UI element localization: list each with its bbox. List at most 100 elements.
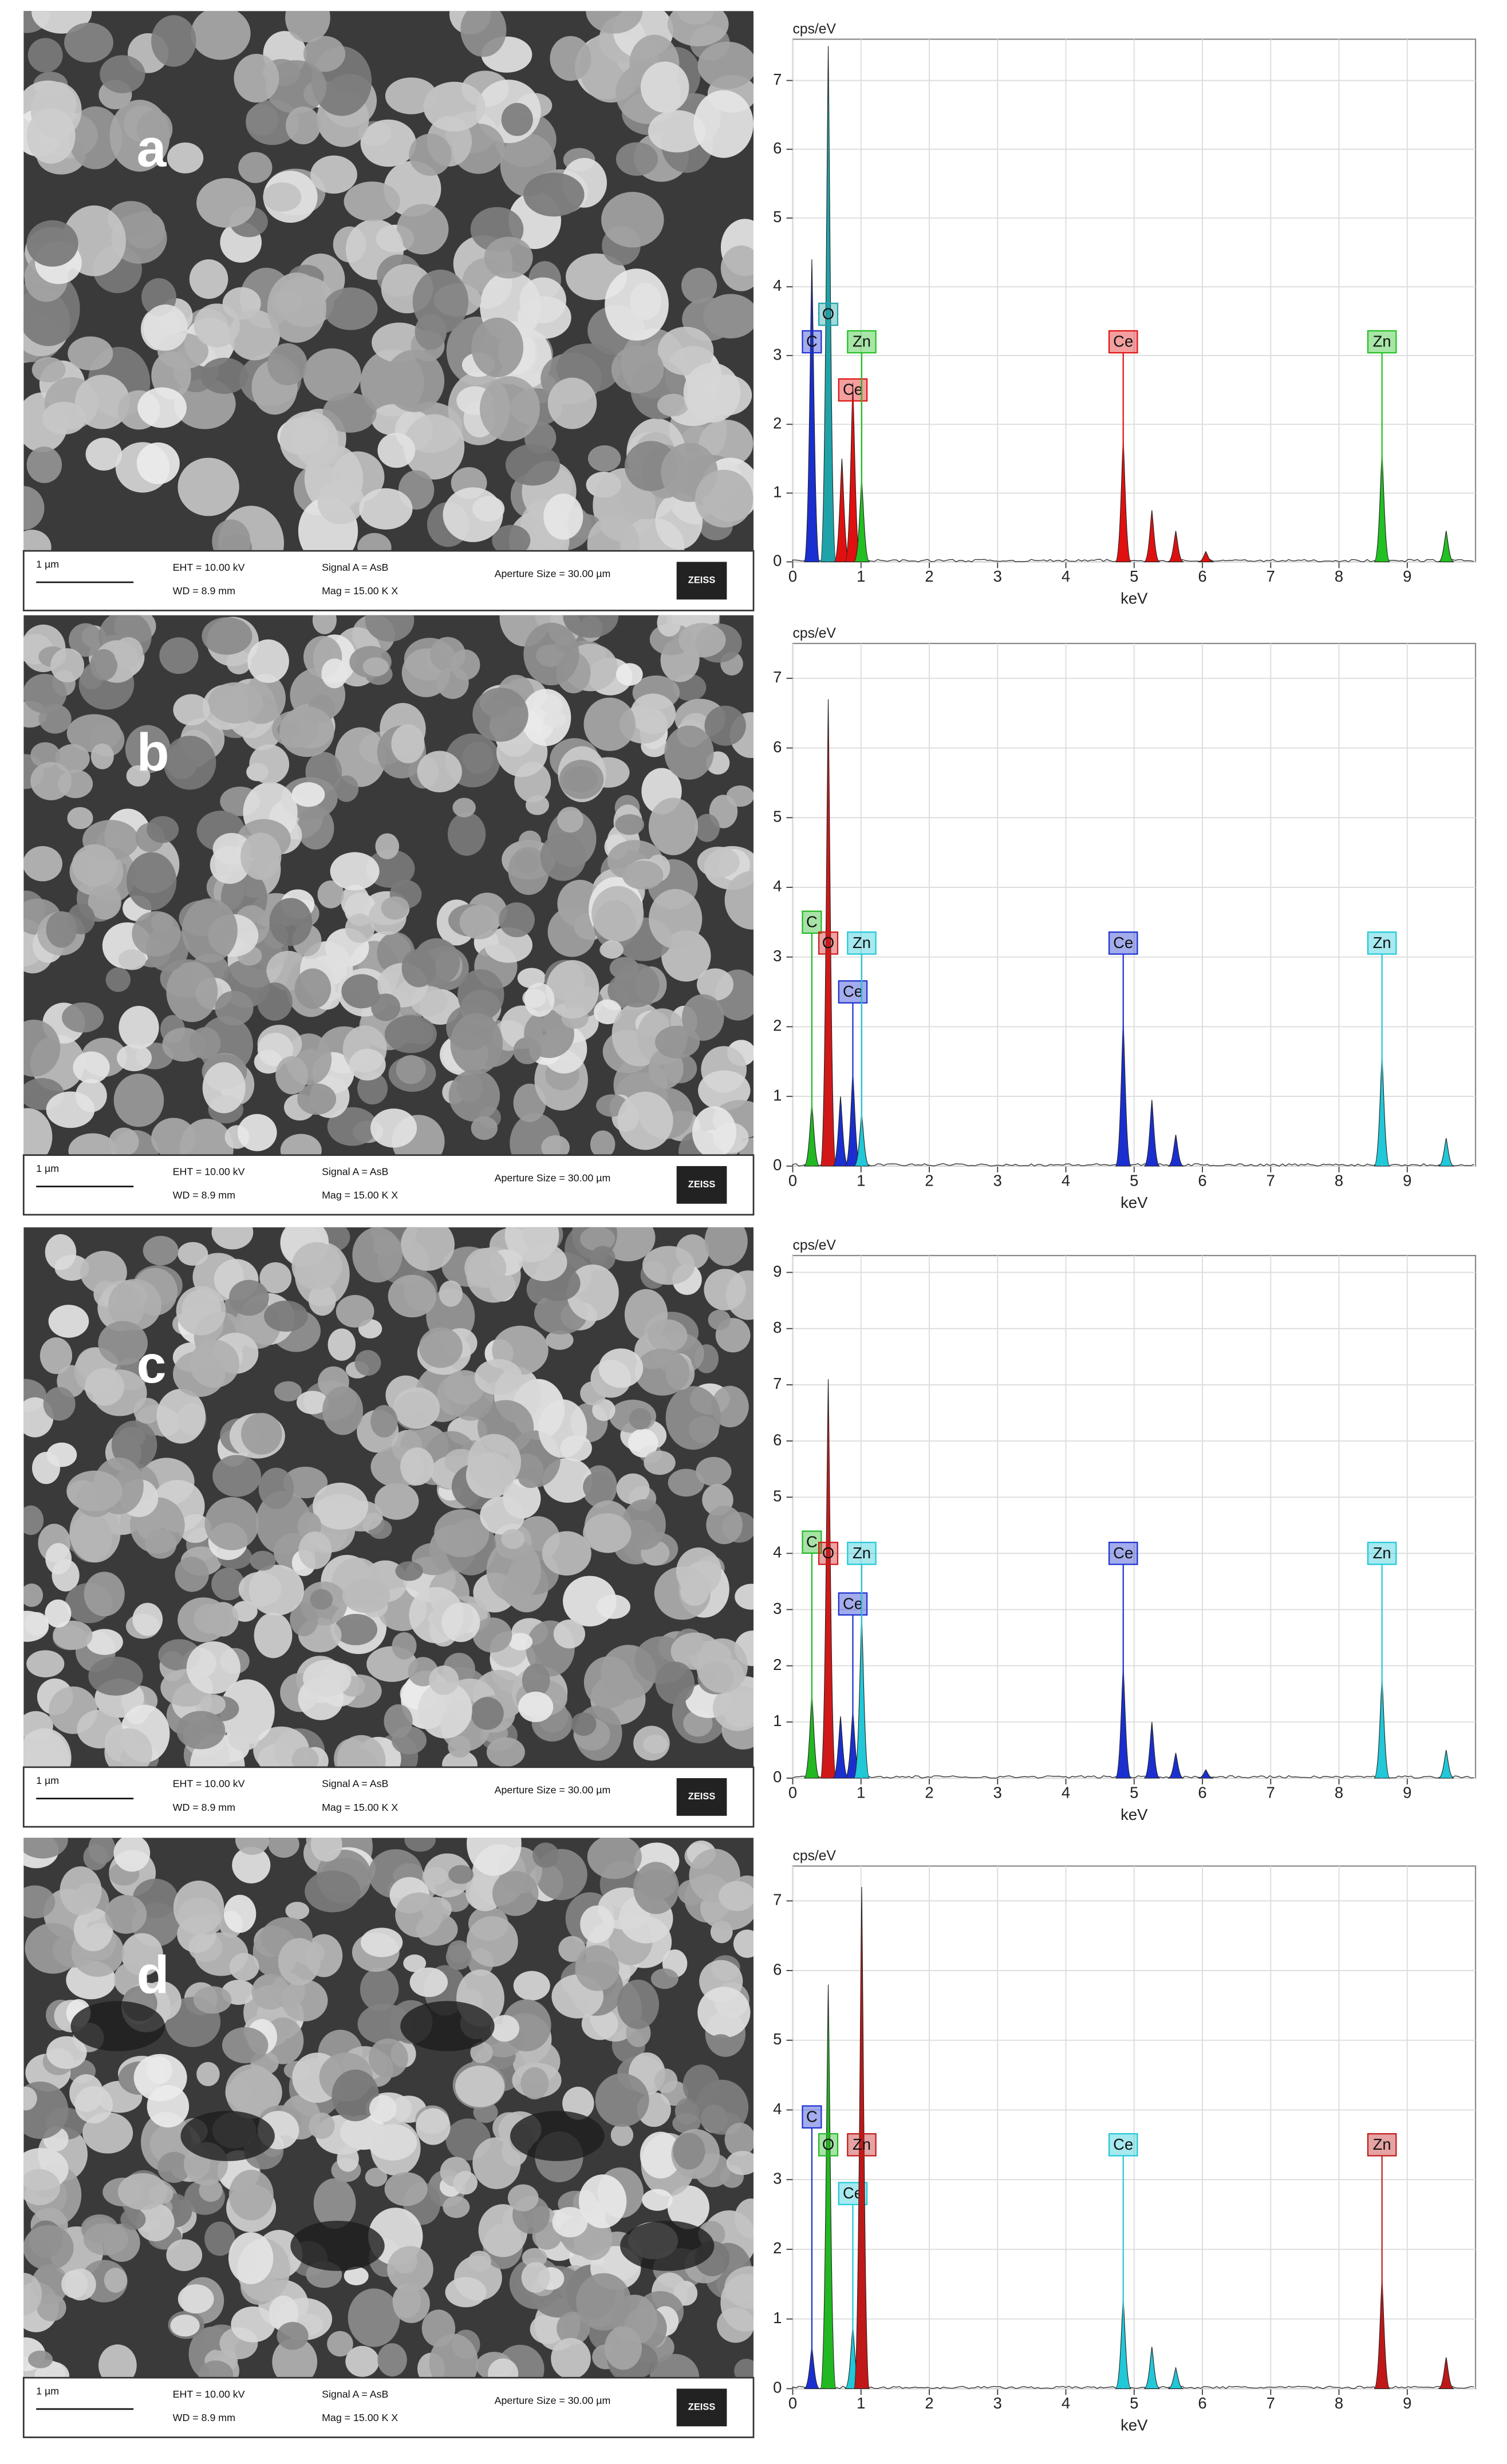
y-tick-label: 7 — [773, 1375, 782, 1392]
grain — [46, 1091, 95, 1128]
x-tick-label: 8 — [1335, 1784, 1343, 1802]
x-tick-label: 9 — [1403, 1784, 1411, 1802]
baseline-noise — [792, 559, 1474, 563]
grain — [200, 357, 248, 394]
peak — [820, 46, 837, 562]
grain — [696, 1456, 732, 1486]
grain — [507, 2184, 539, 2212]
y-tick-label: 1 — [773, 2309, 782, 2327]
x-tick-label: 3 — [993, 1784, 1002, 1802]
y-tick-label: 9 — [773, 1262, 782, 1280]
grain — [441, 1602, 480, 1642]
grain — [672, 2113, 701, 2134]
grain — [352, 1227, 403, 1283]
grain — [443, 2196, 470, 2218]
grain — [31, 1451, 61, 1484]
scale-label: 1 µm — [36, 559, 59, 570]
grain — [467, 1434, 522, 1490]
x-tick-label: 9 — [1403, 1172, 1411, 1190]
grain — [156, 1388, 206, 1444]
grain — [313, 1482, 369, 1530]
grain — [471, 317, 524, 378]
label-box — [818, 931, 839, 955]
grain — [74, 374, 130, 429]
grain — [576, 2273, 632, 2331]
baseline-noise — [792, 1163, 1474, 1167]
grain — [429, 2333, 479, 2378]
peak-label: Zn — [853, 333, 871, 350]
grain — [697, 846, 740, 878]
peak — [1438, 2357, 1454, 2389]
grain — [648, 797, 699, 855]
x-tick-label: 2 — [925, 1784, 933, 1802]
x-tick-label: 6 — [1198, 1784, 1206, 1802]
grain — [166, 961, 218, 1022]
grain — [522, 1243, 567, 1281]
grain — [404, 1838, 436, 1852]
grain — [616, 142, 658, 176]
grain — [265, 60, 327, 114]
peak-label: Ce — [843, 1594, 863, 1612]
grain — [546, 1330, 574, 1350]
grain — [522, 1664, 550, 1697]
y-tick-label: 6 — [773, 1960, 782, 1978]
grain — [136, 110, 173, 148]
grain — [360, 119, 416, 167]
grain — [283, 1466, 328, 1499]
grain — [450, 1013, 503, 1075]
grain — [259, 1262, 292, 1294]
grain — [332, 2070, 379, 2122]
grain — [580, 1227, 616, 1251]
grain — [225, 2064, 278, 2119]
label-box — [1367, 330, 1397, 354]
grain — [657, 393, 689, 417]
grain — [105, 1895, 147, 1934]
grain — [387, 2246, 433, 2292]
sem-image — [23, 1838, 754, 2378]
peak-label: C — [806, 2107, 818, 2125]
grain — [98, 2344, 137, 2378]
grain — [726, 2151, 754, 2175]
x-tick-label: 0 — [788, 2394, 797, 2412]
grain — [173, 1880, 224, 1935]
panel-label: b — [137, 722, 169, 782]
grain — [557, 2311, 590, 2345]
grain — [442, 1750, 478, 1767]
label-box — [847, 330, 877, 354]
grain — [562, 2087, 594, 2120]
grain — [322, 393, 377, 433]
grain — [678, 623, 726, 658]
grain — [587, 1838, 642, 1879]
grain — [697, 968, 733, 1001]
grain — [448, 1865, 474, 1884]
void — [510, 2111, 605, 2161]
grain — [137, 387, 187, 428]
grain — [98, 1321, 148, 1365]
grain — [235, 1838, 270, 1855]
grain — [616, 1473, 650, 1505]
y-tick-label: 3 — [773, 947, 782, 965]
grain — [445, 2277, 487, 2308]
grain — [116, 1044, 152, 1072]
grain — [616, 663, 643, 686]
grain — [90, 649, 117, 681]
info-bar — [22, 550, 755, 611]
grain — [697, 1987, 751, 2038]
grain — [279, 706, 334, 757]
peak-label: Zn — [1373, 1544, 1391, 1562]
grain — [193, 1986, 232, 2014]
grain — [228, 310, 281, 361]
grain — [80, 1251, 127, 1294]
grain — [423, 1853, 472, 1898]
grain — [291, 782, 325, 807]
x-tick-label: 1 — [857, 2394, 865, 2412]
grain — [365, 2167, 388, 2187]
grain — [151, 15, 196, 67]
grain — [294, 968, 332, 1009]
label-box — [818, 2133, 839, 2157]
grain — [337, 1735, 386, 1767]
grain — [189, 1027, 221, 1059]
grain — [43, 1387, 76, 1421]
label-box — [1108, 2133, 1138, 2157]
grain — [563, 615, 619, 638]
